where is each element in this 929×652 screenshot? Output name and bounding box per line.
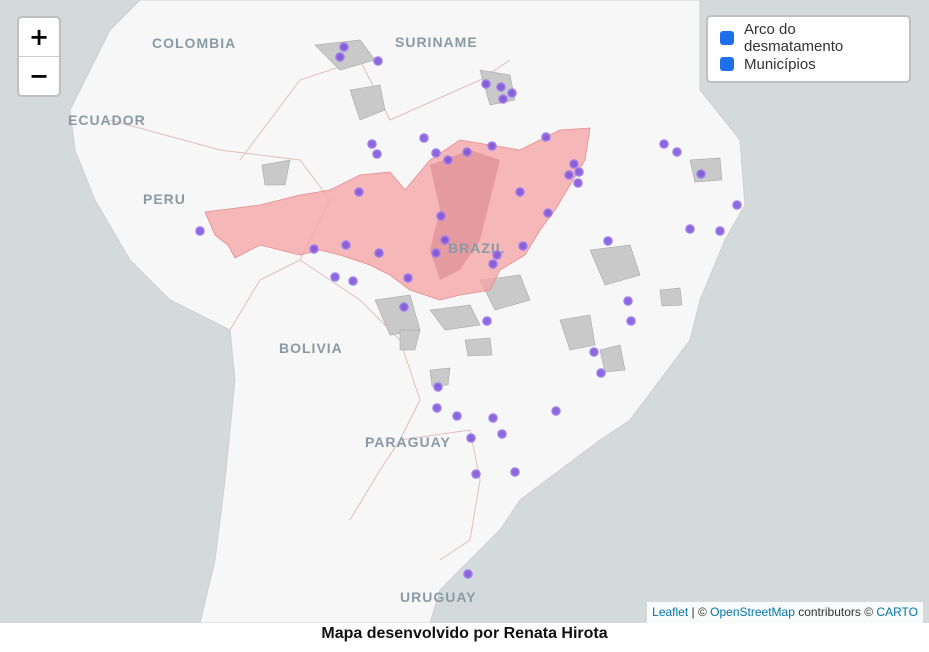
municipality-point bbox=[574, 167, 584, 177]
municipality-point bbox=[443, 155, 453, 165]
municipality-point bbox=[510, 467, 520, 477]
municipality-point bbox=[367, 139, 377, 149]
municipality-point bbox=[498, 94, 508, 104]
municipality-point bbox=[373, 56, 383, 66]
layer-label: Arco do desmatamento bbox=[744, 21, 844, 55]
municipality-point bbox=[309, 244, 319, 254]
checkbox-checked-icon[interactable] bbox=[708, 18, 734, 45]
municipality-point bbox=[339, 42, 349, 52]
municipality-point bbox=[543, 208, 553, 218]
municipality-point bbox=[497, 429, 507, 439]
municipality-point bbox=[372, 149, 382, 159]
municipality-point bbox=[432, 403, 442, 413]
municipality-point bbox=[440, 235, 450, 245]
layer-toggle-municipios[interactable]: Municípios bbox=[708, 18, 899, 77]
municipality-point bbox=[488, 413, 498, 423]
map-attribution: Leaflet | © OpenStreetMap contributors ©… bbox=[647, 602, 923, 623]
municipality-point bbox=[715, 226, 725, 236]
municipality-point bbox=[518, 241, 528, 251]
municipality-point bbox=[596, 368, 606, 378]
municipality-point bbox=[696, 169, 706, 179]
municipality-point bbox=[471, 469, 481, 479]
carto-link[interactable]: CARTO bbox=[876, 605, 918, 619]
label-ecuador: ECUADOR bbox=[68, 112, 146, 128]
label-colombia: COLOMBIA bbox=[152, 35, 236, 51]
municipality-point bbox=[515, 187, 525, 197]
label-suriname: SURINAME bbox=[395, 34, 478, 50]
label-brazil: BRAZIL bbox=[448, 240, 505, 256]
attribution-sep: | © bbox=[688, 605, 711, 619]
municipality-point bbox=[732, 200, 742, 210]
municipality-point bbox=[335, 52, 345, 62]
municipality-point bbox=[492, 250, 502, 260]
municipality-point bbox=[463, 569, 473, 579]
leaflet-link[interactable]: Leaflet bbox=[652, 605, 689, 619]
municipality-point bbox=[685, 224, 695, 234]
municipality-point bbox=[452, 411, 462, 421]
municipality-point bbox=[399, 302, 409, 312]
municipality-point bbox=[507, 88, 517, 98]
layer-label: Municípios bbox=[744, 55, 816, 73]
deforestation-arc-dark bbox=[430, 150, 500, 280]
municipality-point bbox=[354, 187, 364, 197]
municipality-point bbox=[348, 276, 358, 286]
zoom-out-button[interactable]: − bbox=[19, 56, 59, 95]
municipality-point bbox=[623, 296, 633, 306]
layer-toggle-arco[interactable]: Arco do desmatamento bbox=[708, 18, 899, 55]
municipality-point bbox=[569, 159, 579, 169]
municipality-point bbox=[626, 316, 636, 326]
municipality-point bbox=[436, 211, 446, 221]
zoom-in-button[interactable]: + bbox=[28, 23, 50, 51]
label-paraguay: PARAGUAY bbox=[365, 434, 451, 450]
checkbox-checked-icon[interactable] bbox=[708, 18, 734, 71]
map-caption: Mapa desenvolvido por Renata Hirota bbox=[321, 625, 608, 642]
municipality-point bbox=[589, 347, 599, 357]
municipality-point bbox=[603, 236, 613, 246]
label-uruguay: URUGUAY bbox=[400, 589, 477, 605]
municipality-point bbox=[195, 226, 205, 236]
municipality-point bbox=[573, 178, 583, 188]
municipality-point bbox=[431, 248, 441, 258]
municipality-point bbox=[487, 141, 497, 151]
municipality-point bbox=[462, 147, 472, 157]
municipality-point bbox=[341, 240, 351, 250]
zoom-control: + − bbox=[17, 16, 61, 97]
municipality-point bbox=[433, 382, 443, 392]
label-bolivia: BOLIVIA bbox=[279, 340, 343, 356]
municipality-point bbox=[466, 433, 476, 443]
label-peru: PERU bbox=[143, 191, 186, 207]
layers-control: Arco do desmatamento Municípios bbox=[706, 15, 911, 83]
municipality-point bbox=[672, 147, 682, 157]
municipality-point bbox=[488, 259, 498, 269]
osm-link[interactable]: OpenStreetMap bbox=[710, 605, 795, 619]
attribution-contrib: contributors © bbox=[794, 605, 877, 619]
municipality-point bbox=[496, 82, 506, 92]
municipality-point bbox=[564, 170, 574, 180]
municipality-point bbox=[431, 148, 441, 158]
map[interactable]: COLOMBIA SURINAME ECUADOR PERU BRAZIL BO… bbox=[0, 0, 929, 623]
municipality-point bbox=[659, 139, 669, 149]
municipality-points bbox=[195, 42, 742, 579]
municipality-point bbox=[551, 406, 561, 416]
municipality-point bbox=[541, 132, 551, 142]
municipality-point bbox=[403, 273, 413, 283]
municipality-point bbox=[330, 272, 340, 282]
municipality-point bbox=[481, 79, 491, 89]
municipality-point bbox=[482, 316, 492, 326]
municipality-point bbox=[374, 248, 384, 258]
municipality-point bbox=[419, 133, 429, 143]
basemap: COLOMBIA SURINAME ECUADOR PERU BRAZIL BO… bbox=[68, 0, 746, 623]
